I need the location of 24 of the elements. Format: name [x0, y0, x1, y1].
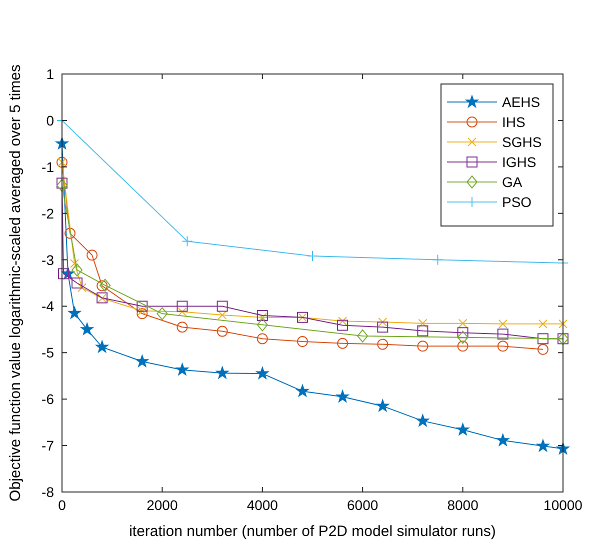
legend-label: AEHS: [502, 94, 540, 110]
y-tick-label: -6: [42, 391, 54, 408]
y-tick-label: 0: [46, 112, 54, 128]
x-tick-label: 4000: [246, 497, 278, 513]
y-tick-label: -8: [42, 484, 54, 500]
y-tick-label: -7: [42, 438, 54, 454]
y-tick-label: -1: [42, 158, 54, 175]
x-axis-title: iteration number (number of P2D model simulator runs): [129, 523, 496, 540]
legend-label: GA: [502, 174, 523, 190]
x-tick-label: 6000: [347, 497, 378, 513]
legend-label: IGHS: [502, 154, 536, 170]
x-tick-label: 8000: [447, 497, 479, 513]
y-tick-label: -4: [42, 298, 54, 314]
x-tick-label: 2000: [146, 497, 178, 513]
x-tick-label: 0: [58, 497, 66, 513]
x-tick-label: 10000: [544, 497, 583, 513]
y-tick-label: 1: [46, 66, 54, 82]
y-tick-label: -2: [42, 205, 54, 222]
legend-label: PSO: [502, 194, 532, 210]
y-axis-title: Objective function value logarithmic-scaled averaged over 5 times: [7, 64, 24, 502]
legend-label: IHS: [502, 114, 526, 130]
y-tick-label: -3: [42, 252, 54, 268]
legend-label: SGHS: [502, 134, 542, 150]
y-tick-label: -5: [42, 344, 54, 361]
